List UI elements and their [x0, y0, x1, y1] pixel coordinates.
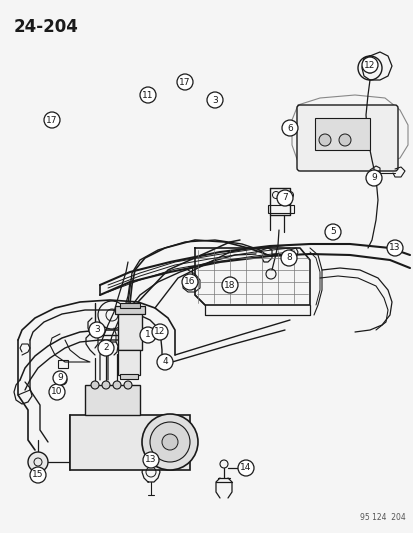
Text: 7: 7 — [281, 193, 287, 203]
Bar — [70, 415, 190, 470]
Circle shape — [44, 112, 60, 128]
Text: 17: 17 — [46, 116, 57, 125]
Circle shape — [361, 57, 377, 73]
Text: 18: 18 — [224, 280, 235, 289]
Circle shape — [338, 134, 350, 146]
Bar — [85, 385, 140, 415]
Circle shape — [324, 224, 340, 240]
Circle shape — [280, 250, 296, 266]
Circle shape — [221, 277, 237, 293]
Circle shape — [152, 324, 168, 340]
Circle shape — [281, 120, 297, 136]
Text: 2: 2 — [103, 343, 109, 352]
Text: 10: 10 — [51, 387, 63, 397]
Circle shape — [318, 134, 330, 146]
Text: 95 124  204: 95 124 204 — [359, 513, 405, 522]
Text: 13: 13 — [388, 244, 400, 253]
Text: 12: 12 — [363, 61, 375, 69]
Text: 8: 8 — [285, 254, 291, 262]
Text: 3: 3 — [211, 95, 217, 104]
Circle shape — [98, 340, 114, 356]
Circle shape — [177, 74, 192, 90]
Circle shape — [91, 381, 99, 389]
Circle shape — [206, 92, 223, 108]
Circle shape — [157, 354, 173, 370]
Text: 11: 11 — [142, 91, 153, 100]
Circle shape — [30, 467, 46, 483]
Circle shape — [386, 240, 402, 256]
Text: 24-204: 24-204 — [14, 18, 79, 36]
Text: 17: 17 — [179, 77, 190, 86]
Text: 1: 1 — [145, 330, 150, 340]
Text: 5: 5 — [329, 228, 335, 237]
Text: 14: 14 — [240, 464, 251, 472]
Bar — [58, 360, 68, 368]
Circle shape — [102, 381, 110, 389]
Bar — [120, 303, 140, 308]
Circle shape — [28, 452, 48, 472]
Circle shape — [140, 87, 156, 103]
Text: 3: 3 — [94, 326, 100, 335]
Circle shape — [113, 381, 121, 389]
Text: 12: 12 — [154, 327, 165, 336]
Circle shape — [140, 327, 156, 343]
Circle shape — [142, 414, 197, 470]
Circle shape — [53, 371, 67, 385]
Text: 9: 9 — [57, 374, 63, 383]
Bar — [118, 350, 140, 375]
Circle shape — [49, 384, 65, 400]
Bar — [314, 118, 369, 150]
Circle shape — [89, 322, 105, 338]
Bar — [118, 310, 142, 350]
Text: 16: 16 — [184, 278, 195, 287]
Bar — [120, 374, 138, 379]
Text: 4: 4 — [162, 358, 167, 367]
Circle shape — [142, 452, 159, 468]
Bar — [115, 306, 145, 314]
Text: 15: 15 — [32, 471, 44, 480]
FancyBboxPatch shape — [296, 105, 397, 171]
Circle shape — [150, 422, 190, 462]
Circle shape — [365, 170, 381, 186]
Circle shape — [276, 190, 292, 206]
Circle shape — [124, 381, 132, 389]
Bar — [267, 205, 293, 213]
Text: 13: 13 — [145, 456, 157, 464]
Text: 6: 6 — [287, 124, 292, 133]
Circle shape — [237, 460, 254, 476]
Circle shape — [182, 274, 197, 290]
Text: 9: 9 — [370, 174, 376, 182]
Circle shape — [161, 434, 178, 450]
